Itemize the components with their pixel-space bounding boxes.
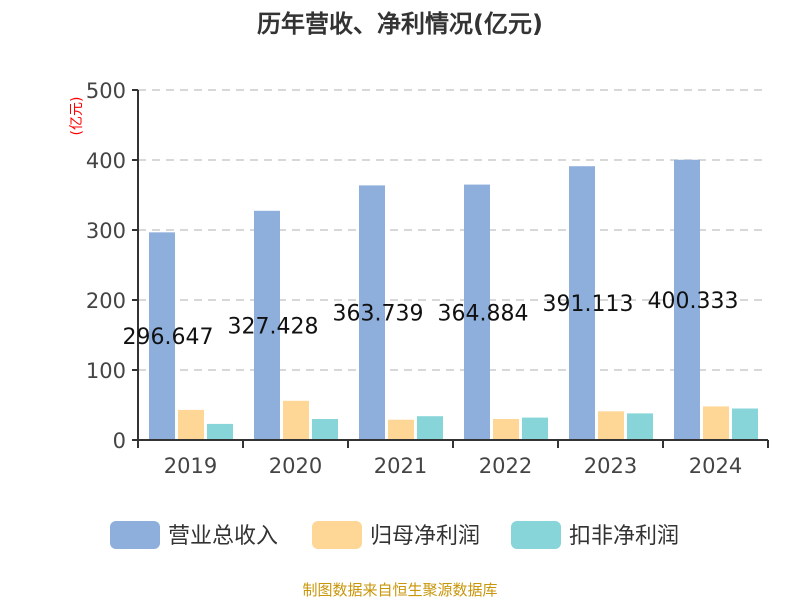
legend-label: 扣非净利润 — [569, 524, 679, 549]
legend-swatch — [110, 521, 160, 549]
bar-0 — [674, 159, 700, 440]
bar-0 — [359, 185, 385, 440]
data-label: 327.428 — [228, 314, 319, 339]
x-tick-label: 2024 — [689, 454, 742, 478]
data-label: 296.647 — [123, 325, 214, 350]
bar-0 — [254, 210, 280, 440]
y-tick-label: 300 — [86, 219, 126, 243]
bar-1 — [178, 409, 204, 440]
bar-2 — [207, 423, 233, 440]
x-tick-label: 2020 — [269, 454, 322, 478]
footer-source: 制图数据来自恒生聚源数据库 — [302, 581, 497, 599]
y-tick-label: 400 — [86, 149, 126, 173]
y-tick-label: 0 — [113, 429, 126, 453]
y-tick-label: 200 — [86, 289, 126, 313]
bar-2 — [627, 413, 653, 440]
x-tick-label: 2022 — [479, 454, 532, 478]
bar-0 — [464, 184, 490, 440]
bar-2 — [417, 416, 443, 440]
x-tick-label: 2023 — [584, 454, 637, 478]
data-label: 391.113 — [543, 292, 634, 317]
bar-1 — [703, 406, 729, 440]
legend-label: 归母净利润 — [370, 524, 480, 549]
bar-1 — [388, 419, 414, 440]
bar-2 — [732, 408, 758, 440]
data-label: 364.884 — [438, 301, 529, 326]
x-tick-label: 2019 — [164, 454, 217, 478]
bar-0 — [149, 232, 175, 440]
legend-swatch — [511, 521, 561, 549]
bar-2 — [312, 419, 338, 440]
legend-swatch — [312, 521, 362, 549]
y-tick-label: 500 — [86, 79, 126, 103]
bar-0 — [569, 166, 595, 441]
x-tick-label: 2021 — [374, 454, 427, 478]
chart-title: 历年营收、净利情况(亿元) — [257, 10, 543, 38]
y-tick-label: 100 — [86, 359, 126, 383]
legend-label: 营业总收入 — [168, 524, 278, 549]
bar-1 — [283, 400, 309, 440]
bar-2 — [522, 417, 548, 440]
bar-1 — [493, 419, 519, 440]
bar-1 — [598, 411, 624, 440]
data-label: 363.739 — [333, 302, 424, 327]
y-axis-label: (亿元) — [69, 97, 85, 136]
data-label: 400.333 — [648, 289, 739, 314]
